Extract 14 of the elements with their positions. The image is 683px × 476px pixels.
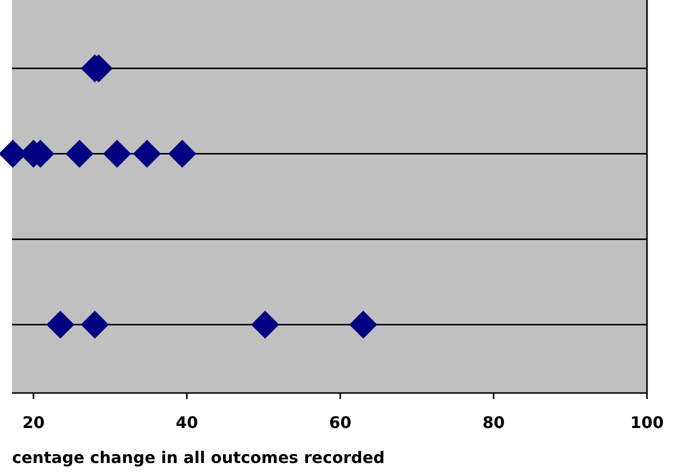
point	[349, 310, 378, 339]
x-tick-label: 20	[22, 413, 45, 432]
x-tick-label: 40	[176, 413, 198, 432]
point	[251, 310, 280, 339]
point	[103, 140, 132, 168]
point	[80, 310, 109, 339]
x-axis-title: centage change in all outcomes recorded	[12, 448, 385, 467]
x-tick-label: 80	[482, 413, 505, 432]
x-tick-label: 60	[329, 413, 352, 432]
point	[65, 140, 94, 168]
point	[168, 140, 196, 168]
point	[46, 310, 74, 339]
point	[132, 140, 161, 168]
x-tick-label: 100	[630, 413, 664, 432]
